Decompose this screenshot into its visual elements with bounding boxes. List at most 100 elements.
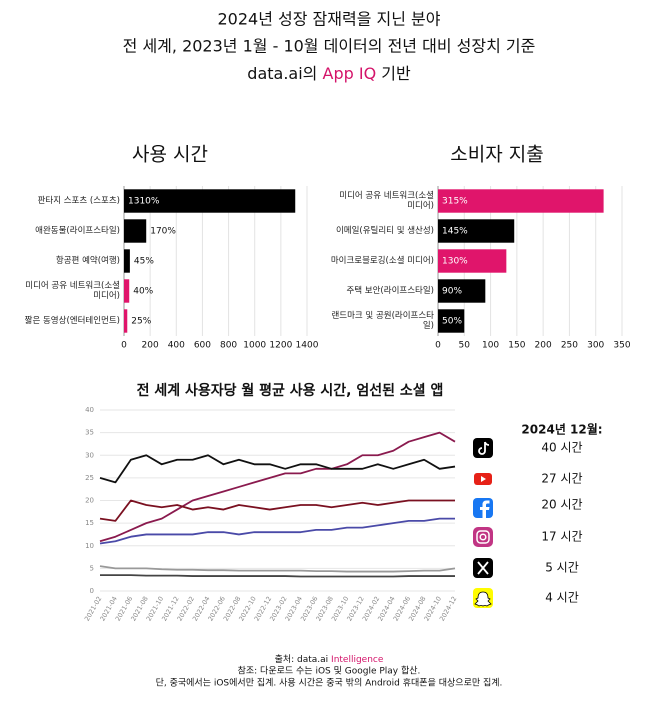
y-tick-label: 25 — [85, 474, 94, 482]
footer-source-prefix: 출처: data.ai — [275, 653, 329, 665]
value-label: 45% — [134, 257, 154, 267]
category-label-box: 미디어 공유 네트워크(소셜 미디어) — [339, 191, 434, 211]
x-tick-label: 1400 — [296, 341, 319, 351]
source-prefix: data.ai의 — [247, 64, 317, 83]
source-line: data.ai의 App IQ 기반 — [247, 64, 411, 83]
category-label-box: 미디어 공유 네트워크(소셜 미디어) — [25, 281, 120, 301]
series-line — [99, 565, 456, 573]
x-tick-label: 1000 — [243, 341, 266, 351]
tiktok-glyph — [478, 441, 490, 455]
series-line — [99, 499, 455, 522]
y-tick-label: 애완동물(라이프스타일) — [35, 226, 120, 236]
value-label: 130% — [442, 257, 468, 267]
y-tick-label: 항공편 예약(여행) — [55, 256, 120, 266]
footer-source: 출처: data.ai Intelligence — [275, 653, 384, 665]
bar — [438, 219, 515, 243]
y-tick-label: 10 — [85, 542, 94, 550]
instagram-lens — [479, 533, 487, 541]
value-label: 40% — [133, 287, 153, 297]
x-tick-label: 200 — [142, 341, 159, 351]
bar — [438, 249, 507, 273]
instagram-icon — [473, 527, 493, 547]
footer-note: 단, 중국에서는 iOS에서만 집계. 사용 시간은 중국 밖의 Android… — [156, 677, 503, 689]
x-tick-label: 350 — [613, 341, 630, 351]
x-tick-label: 400 — [168, 341, 185, 351]
facebook-glyph — [480, 500, 490, 518]
y-tick-label: 30 — [85, 451, 94, 459]
y-tick-label: 짧은 동영상(엔터테인먼트) — [24, 316, 120, 326]
category-label-box: 애완동물(라이프스타일) — [35, 226, 120, 236]
x-tick-label: 800 — [220, 341, 237, 351]
source-highlight: App IQ — [323, 64, 377, 83]
y-tick-label: 이메일(유틸리티 및 생산성) — [335, 226, 434, 236]
y-tick-label: 15 — [85, 519, 94, 527]
value-label: 50% — [442, 317, 462, 327]
legend-label: 17 시간 — [541, 530, 582, 544]
category-label-box: 마이크로블로깅(소셜 미디어) — [330, 256, 434, 266]
app-icons — [473, 438, 493, 608]
bar — [124, 309, 128, 333]
youtube-glyph — [481, 476, 486, 482]
legend-label: 5 시간 — [545, 561, 579, 575]
value-label: 170% — [150, 227, 176, 237]
x-tick-label: 300 — [587, 341, 604, 351]
x-tick-label: 200 — [535, 341, 552, 351]
page-subtitle: 전 세계, 2023년 1월 - 10월 데이터의 전년 대비 성장치 기준 — [123, 37, 536, 56]
series-line — [99, 517, 455, 545]
y-tick-label: 미디어 공유 네트워크(소셜 미디어) — [25, 281, 120, 301]
y-tick-label: 35 — [85, 429, 94, 437]
series-line — [99, 431, 456, 543]
y-tick-label: 미디어 공유 네트워크(소셜 미디어) — [339, 191, 434, 211]
category-label-box: 이메일(유틸리티 및 생산성) — [335, 226, 434, 236]
instagram-glyph — [476, 530, 490, 544]
bar — [124, 219, 147, 243]
value-label: 1310% — [128, 197, 160, 207]
x-tick-label: 0 — [435, 341, 441, 351]
value-label: 25% — [131, 317, 151, 327]
y-tick-label: 40 — [85, 406, 94, 414]
series-line — [99, 454, 456, 484]
tiktok-icon — [473, 438, 493, 458]
legend-label: 20 시간 — [541, 498, 582, 512]
x-tick-label: 250 — [561, 341, 578, 351]
x-tick-label: 100 — [482, 341, 499, 351]
y-tick-label: 0 — [90, 587, 94, 595]
y-tick-label: 주택 보안(라이프스타일) — [346, 286, 434, 296]
bar — [438, 189, 604, 213]
x-tick-label: 50 — [459, 341, 471, 351]
category-label-box: 판타지 스포츠 (스포츠) — [37, 196, 120, 206]
page-title: 2024년 성장 잠재력을 지닌 분야 — [218, 10, 441, 29]
value-label: 315% — [442, 197, 468, 207]
bar — [124, 249, 130, 273]
category-label-box: 짧은 동영상(엔터테인먼트) — [24, 316, 120, 326]
x-tick-label: 600 — [194, 341, 211, 351]
y-tick-label: 판타지 스포츠 (스포츠) — [37, 196, 120, 206]
legend-label: 40 시간 — [541, 441, 582, 455]
y-tick-label: 마이크로블로깅(소셜 미디어) — [330, 256, 434, 266]
legend-title: 2024년 12월: — [521, 422, 602, 437]
category-label-box: 항공편 예약(여행) — [55, 256, 120, 266]
y-tick-label: 20 — [85, 497, 94, 505]
y-tick-label: 랜드마크 및 공원(라이프스타일) — [331, 311, 434, 331]
value-label: 145% — [442, 227, 468, 237]
bar — [124, 189, 296, 213]
footer-source-highlight: Intelligence — [331, 655, 384, 665]
x-tick-label: 1200 — [269, 341, 292, 351]
source-suffix: 기반 — [381, 64, 411, 83]
chart-title: 소비자 지출 — [450, 144, 543, 166]
x-tick-label: 150 — [508, 341, 525, 351]
category-label-box: 주택 보안(라이프스타일) — [346, 286, 434, 296]
snapchat-glyph — [474, 591, 492, 607]
chart-title: 사용 시간 — [132, 144, 208, 166]
legend-label: 27 시간 — [541, 472, 582, 486]
bar — [124, 279, 130, 303]
bar — [438, 279, 486, 303]
series-line — [100, 574, 455, 578]
x-glyph — [477, 561, 489, 575]
bar — [438, 309, 465, 333]
value-label: 90% — [442, 287, 462, 297]
legend-label: 4 시간 — [545, 591, 579, 605]
x-tick-label: 0 — [121, 341, 127, 351]
footer-note: 참조: 다운로드 수는 iOS 및 Google Play 합산. — [238, 665, 421, 677]
